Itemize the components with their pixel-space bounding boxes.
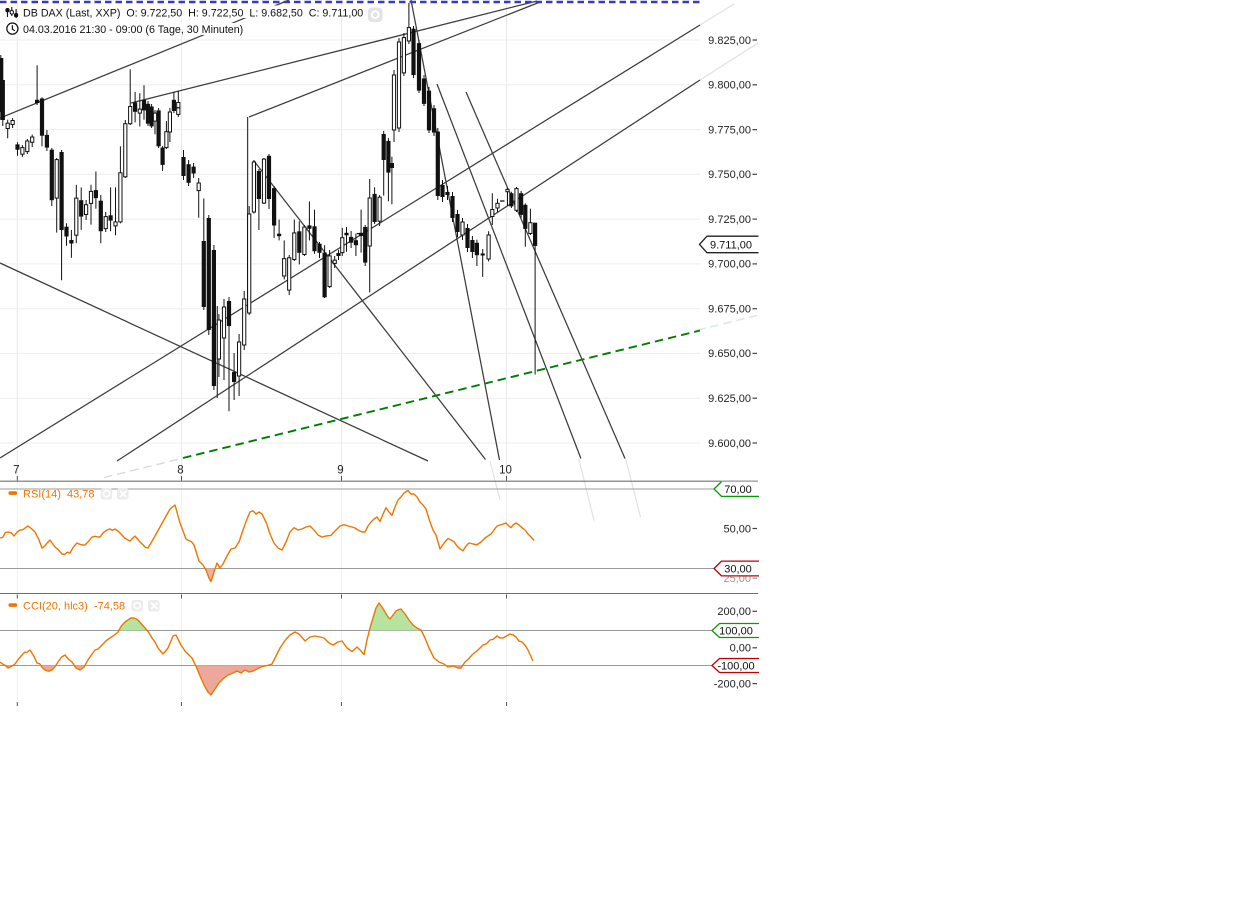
- svg-text:DB DAX (Last, XXP) O: 9.722,5: DB DAX (Last, XXP) O: 9.722,50 H: 9.722,…: [23, 8, 363, 20]
- svg-text:7: 7: [13, 465, 19, 477]
- svg-text:9.775,00: 9.775,00: [708, 124, 751, 136]
- svg-text:CCI(20, hlc3) -74,58: CCI(20, hlc3) -74,58: [23, 601, 125, 613]
- svg-text:9.675,00: 9.675,00: [708, 304, 751, 316]
- svg-text:30,00: 30,00: [724, 563, 752, 575]
- svg-text:8: 8: [177, 465, 183, 477]
- svg-text:-100,00: -100,00: [717, 660, 754, 672]
- svg-text:9.800,00: 9.800,00: [708, 80, 751, 92]
- svg-text:70,00: 70,00: [724, 484, 752, 496]
- svg-text:9.825,00: 9.825,00: [708, 35, 751, 47]
- svg-text:200,00: 200,00: [717, 606, 751, 618]
- svg-text:50,00: 50,00: [723, 523, 751, 535]
- svg-text:04.03.2016 21:30 - 09:00 (6 Ta: 04.03.2016 21:30 - 09:00 (6 Tage, 30 Min…: [23, 24, 243, 36]
- svg-text:9.725,00: 9.725,00: [708, 214, 751, 226]
- svg-text:9.600,00: 9.600,00: [708, 438, 751, 450]
- svg-text:9.625,00: 9.625,00: [708, 393, 751, 405]
- svg-text:10: 10: [499, 465, 512, 477]
- svg-text:-200,00: -200,00: [714, 678, 751, 690]
- svg-text:9.700,00: 9.700,00: [708, 259, 751, 271]
- svg-text:9.650,00: 9.650,00: [708, 348, 751, 360]
- svg-text:9: 9: [337, 465, 343, 477]
- svg-text:100,00: 100,00: [719, 625, 753, 637]
- svg-text:9.750,00: 9.750,00: [708, 169, 751, 181]
- svg-text:RSI(14) 43,78: RSI(14) 43,78: [23, 489, 95, 501]
- svg-text:9.711,00: 9.711,00: [710, 239, 752, 251]
- svg-text:0,00: 0,00: [730, 643, 751, 655]
